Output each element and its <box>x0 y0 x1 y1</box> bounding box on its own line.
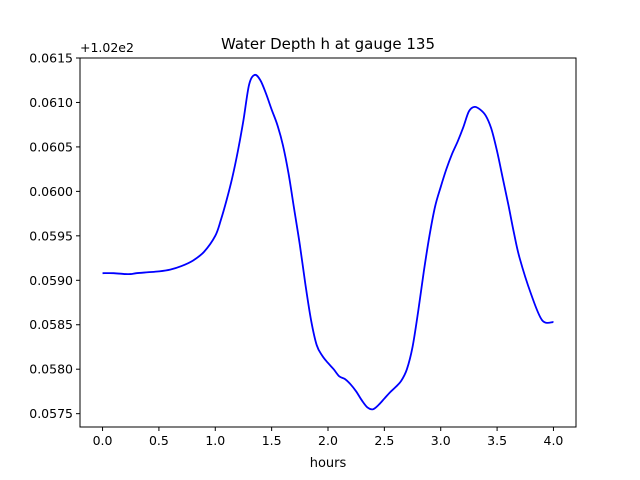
y-offset-label: +1.02e2 <box>80 40 134 55</box>
y-tick-label: 0.0575 <box>29 406 73 421</box>
x-tick-label: 2.0 <box>318 433 338 448</box>
x-tick-label: 3.5 <box>487 433 507 448</box>
plot-series <box>102 73 554 411</box>
y-tick-label: 0.0605 <box>29 139 73 154</box>
y-tick-label: 0.0595 <box>29 228 73 243</box>
y-tick-label: 0.0585 <box>29 317 73 332</box>
y-tick-label: 0.0580 <box>29 362 73 377</box>
series-line <box>102 73 554 411</box>
x-axis-ticks: 0.0 0.5 1.0 1.5 2.0 2.5 3.0 3.5 4.0 <box>93 427 564 448</box>
x-tick-label: 2.5 <box>374 433 394 448</box>
y-tick-label: 0.0610 <box>29 95 73 110</box>
chart-title: Water Depth h at gauge 135 <box>221 35 435 53</box>
plot-frame <box>79 57 577 428</box>
x-axis-label: hours <box>310 456 347 471</box>
y-tick-label: 0.0590 <box>29 273 73 288</box>
x-tick-label: 1.0 <box>205 433 225 448</box>
x-tick-label: 0.0 <box>93 433 113 448</box>
x-tick-label: 0.5 <box>149 433 169 448</box>
y-axis-ticks: 0.0575 0.0580 0.0585 0.0590 0.0595 0.0600 0.06… <box>29 51 80 421</box>
x-tick-label: 3.0 <box>431 433 451 448</box>
y-tick-label: 0.0615 <box>29 51 73 66</box>
x-tick-label: 4.0 <box>544 433 564 448</box>
x-tick-label: 1.5 <box>262 433 282 448</box>
y-tick-label: 0.0600 <box>29 184 73 199</box>
